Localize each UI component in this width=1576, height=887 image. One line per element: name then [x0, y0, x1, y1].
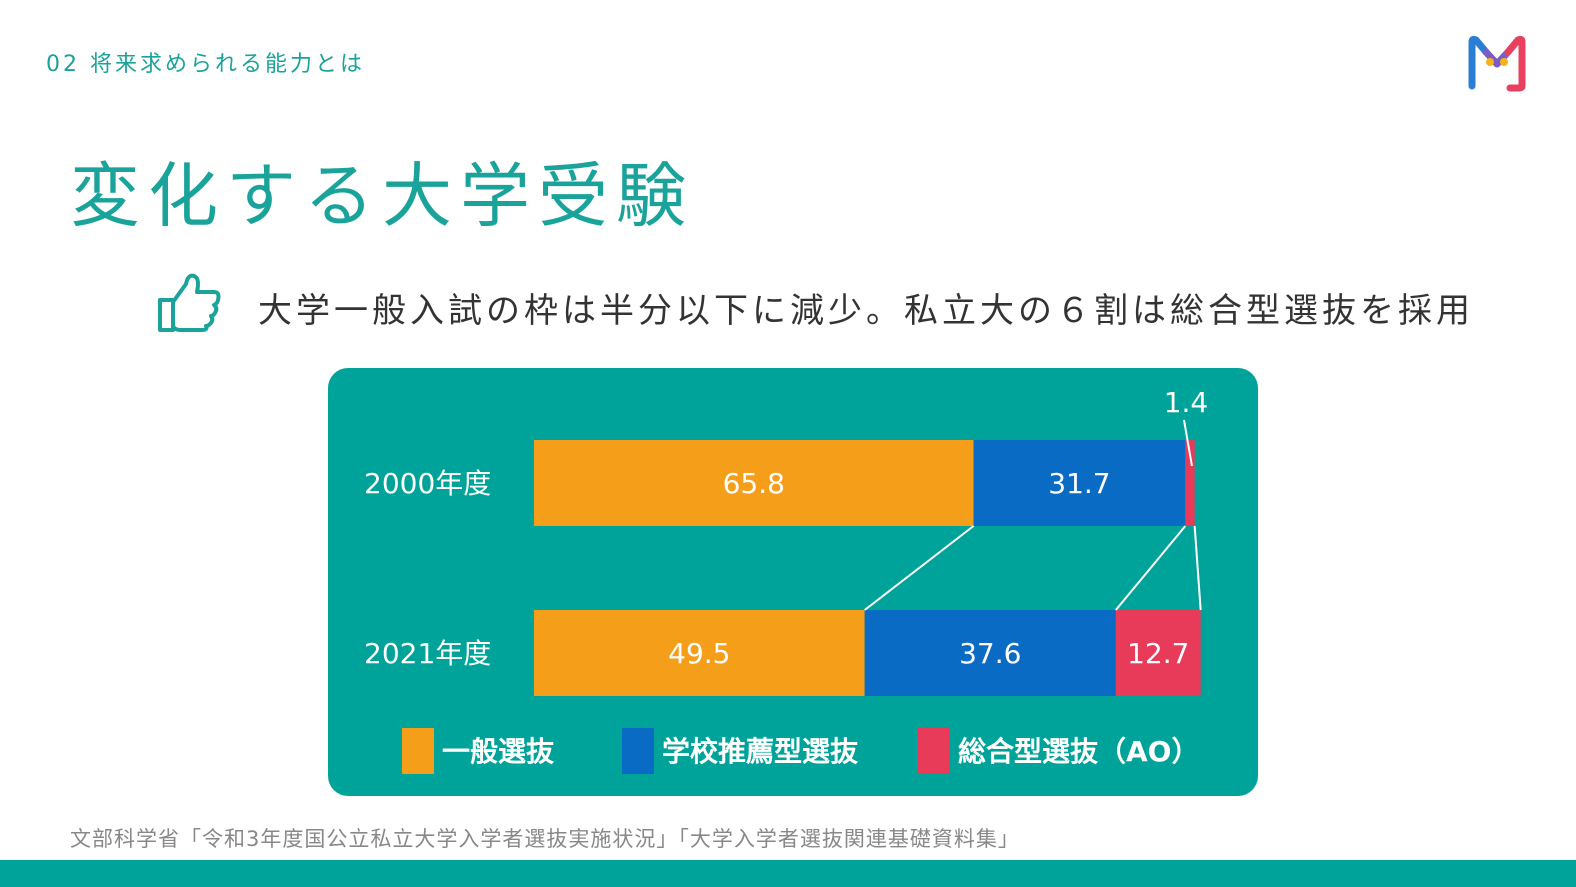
data-label-0-2: 1.4	[1164, 386, 1209, 419]
section-label: 02 将来求められる能力とは	[46, 52, 365, 77]
headline-text: 大学一般入試の枠は半分以下に減少。私立大の６割は総合型選抜を採用	[258, 291, 1474, 331]
page-title: 変化する大学受験	[70, 155, 694, 237]
data-label-1-0: 49.5	[668, 637, 730, 670]
stacked-bar-chart: 2000年度 65.8 31.7 2021年度 49.5 37.6 12.7 1.4 一般選抜 学…	[364, 386, 1209, 774]
category-label-1: 2021年度	[364, 637, 491, 670]
legend-swatch-0	[402, 728, 434, 774]
bar-0-1	[973, 440, 1186, 526]
connector-line-3	[1193, 525, 1202, 611]
legend-label-1: 学校推薦型選抜	[662, 735, 859, 768]
category-label-0: 2000年度	[364, 467, 491, 500]
data-label-1-2: 12.7	[1127, 637, 1189, 670]
chart-panel: 2000年度 65.8 31.7 2021年度 49.5 37.6 12.7 1.4 一般選抜 学…	[328, 368, 1258, 796]
data-label-1-1: 37.6	[959, 637, 1021, 670]
footer-band	[0, 860, 1576, 887]
bar-1-1	[864, 610, 1116, 696]
thumbs-up-icon	[156, 270, 224, 334]
legend-swatch-2	[918, 728, 950, 774]
legend-swatch-1	[622, 728, 654, 774]
connector-line-1	[864, 525, 975, 611]
bar-0-0	[534, 440, 974, 526]
m-logo-icon	[1466, 32, 1528, 92]
bar-0-2	[1185, 440, 1195, 526]
data-label-0-1: 31.7	[1048, 467, 1110, 500]
bar-1-0	[534, 610, 865, 696]
source-note: 文部科学省「令和3年度国公立私立大学入学者選抜実施状況」「大学入学者選抜関連基礎…	[70, 827, 1020, 851]
legend-label-2: 総合型選抜（AO）	[958, 735, 1199, 768]
data-label-0-0: 65.8	[723, 467, 785, 500]
callout-line	[1182, 419, 1193, 467]
bar-1-2	[1115, 610, 1201, 696]
legend-label-0: 一般選抜	[442, 735, 555, 768]
connector-line-2	[1115, 525, 1187, 611]
